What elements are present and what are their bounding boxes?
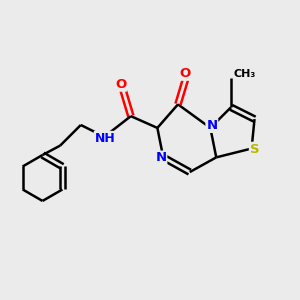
- Text: S: S: [250, 142, 259, 156]
- Text: N: N: [155, 152, 167, 164]
- Text: NH: NH: [94, 132, 115, 145]
- Text: O: O: [180, 67, 191, 80]
- Text: N: N: [206, 119, 218, 132]
- Text: O: O: [115, 78, 126, 91]
- Text: CH₃: CH₃: [234, 69, 256, 79]
